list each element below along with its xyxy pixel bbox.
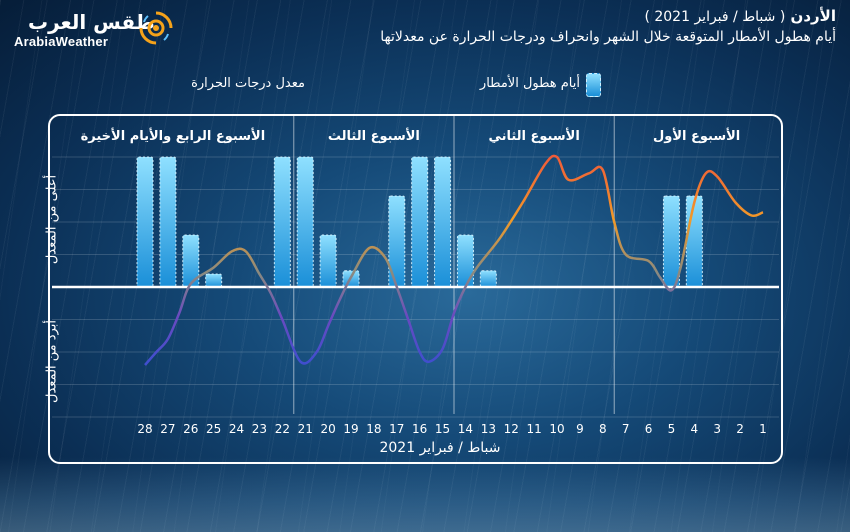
x-tick-label: 15 [435,422,450,436]
x-tick-label: 1 [759,422,767,436]
x-tick-label: 4 [691,422,699,436]
rain-bar [205,273,223,288]
x-tick-label: 25 [206,422,221,436]
y-label-warmer: أعلى من المعدل [44,174,60,265]
week-label: الأسبوع الأول [653,127,740,144]
x-tick-label: 14 [458,422,473,436]
week-label: الأسبوع الرابع والأيام الأخيرة [81,127,266,144]
rain-bar [319,234,337,288]
x-tick-label: 12 [504,422,519,436]
rain-bar [456,234,474,288]
x-tick-label: 17 [389,422,404,436]
x-tick-label: 8 [599,422,607,436]
chart-title: الأردن ( شباط / فبراير 2021 ) [380,6,836,27]
legend-temp-swatch [317,82,369,86]
week-label: الأسبوع الثالث [328,127,420,144]
temp-line [144,154,764,366]
rain-bar [159,156,177,288]
rain-bar [388,195,406,288]
y-label-colder: أبرد من المعدل [44,320,60,403]
legend-rain: أيام هطول الأمطار [440,72,601,102]
x-tick-label: 5 [668,422,676,436]
x-tick-label: 19 [343,422,358,436]
chart-subtitle: أيام هطول الأمطار المتوقعة خلال الشهر وا… [380,29,836,45]
title-country: الأردن [790,7,836,25]
rain-bar [662,195,680,288]
x-tick-label: 7 [622,422,630,436]
x-tick-label: 6 [645,422,653,436]
x-tick-label: 22 [275,422,290,436]
x-tick-label: 9 [576,422,584,436]
chart-header: الأردن ( شباط / فبراير 2021 ) أيام هطول … [380,6,836,47]
rain-bar [411,156,429,288]
rain-bar [434,156,452,288]
x-tick-label: 21 [298,422,313,436]
legend-temp: معدل درجات الحرارة [165,72,369,102]
x-tick-label: 18 [366,422,381,436]
rain-bar [182,234,200,288]
legend-rain-label: أيام هطول الأمطار [479,76,580,91]
rain-bar [136,156,154,288]
rain-bar [685,195,703,288]
x-tick-label: 13 [481,422,496,436]
week-separators: الأسبوع الأول الأسبوع الثاني الأسبوع الثال… [81,116,740,414]
brand-logo: طقس العرب ArabiaWeather [14,8,174,52]
x-tick-label: 26 [183,422,198,436]
x-tick-label: 3 [713,422,721,436]
x-tick-label: 2 [736,422,744,436]
rain-bar [273,156,291,288]
x-tick-label: 27 [160,422,175,436]
x-tick-label: 16 [412,422,427,436]
sun-swirl-icon [139,11,173,45]
x-tick-label: 20 [320,422,335,436]
chart-frame [48,114,783,464]
rain-bar [296,156,314,288]
week-label: الأسبوع الثاني [488,127,579,144]
x-tick-label: 28 [137,422,152,436]
rain-bar [479,270,497,288]
legend-temp-label: معدل درجات الحرارة [191,76,305,91]
legend-rain-swatch [586,73,601,97]
x-axis-label: شباط / فبراير 2021 [379,440,501,456]
logo-english-text: ArabiaWeather [14,34,109,49]
x-tick-label: 24 [229,422,244,436]
logo-arabic-text: طقس العرب [28,10,155,34]
x-tick-label: 10 [549,422,564,436]
x-tick-label: 23 [252,422,267,436]
rain-bars [136,156,703,288]
x-tick-labels: 1234567891011121314151617181920212223242… [137,422,766,436]
x-tick-label: 11 [526,422,541,436]
title-month: ( شباط / فبراير 2021 ) [644,9,786,25]
